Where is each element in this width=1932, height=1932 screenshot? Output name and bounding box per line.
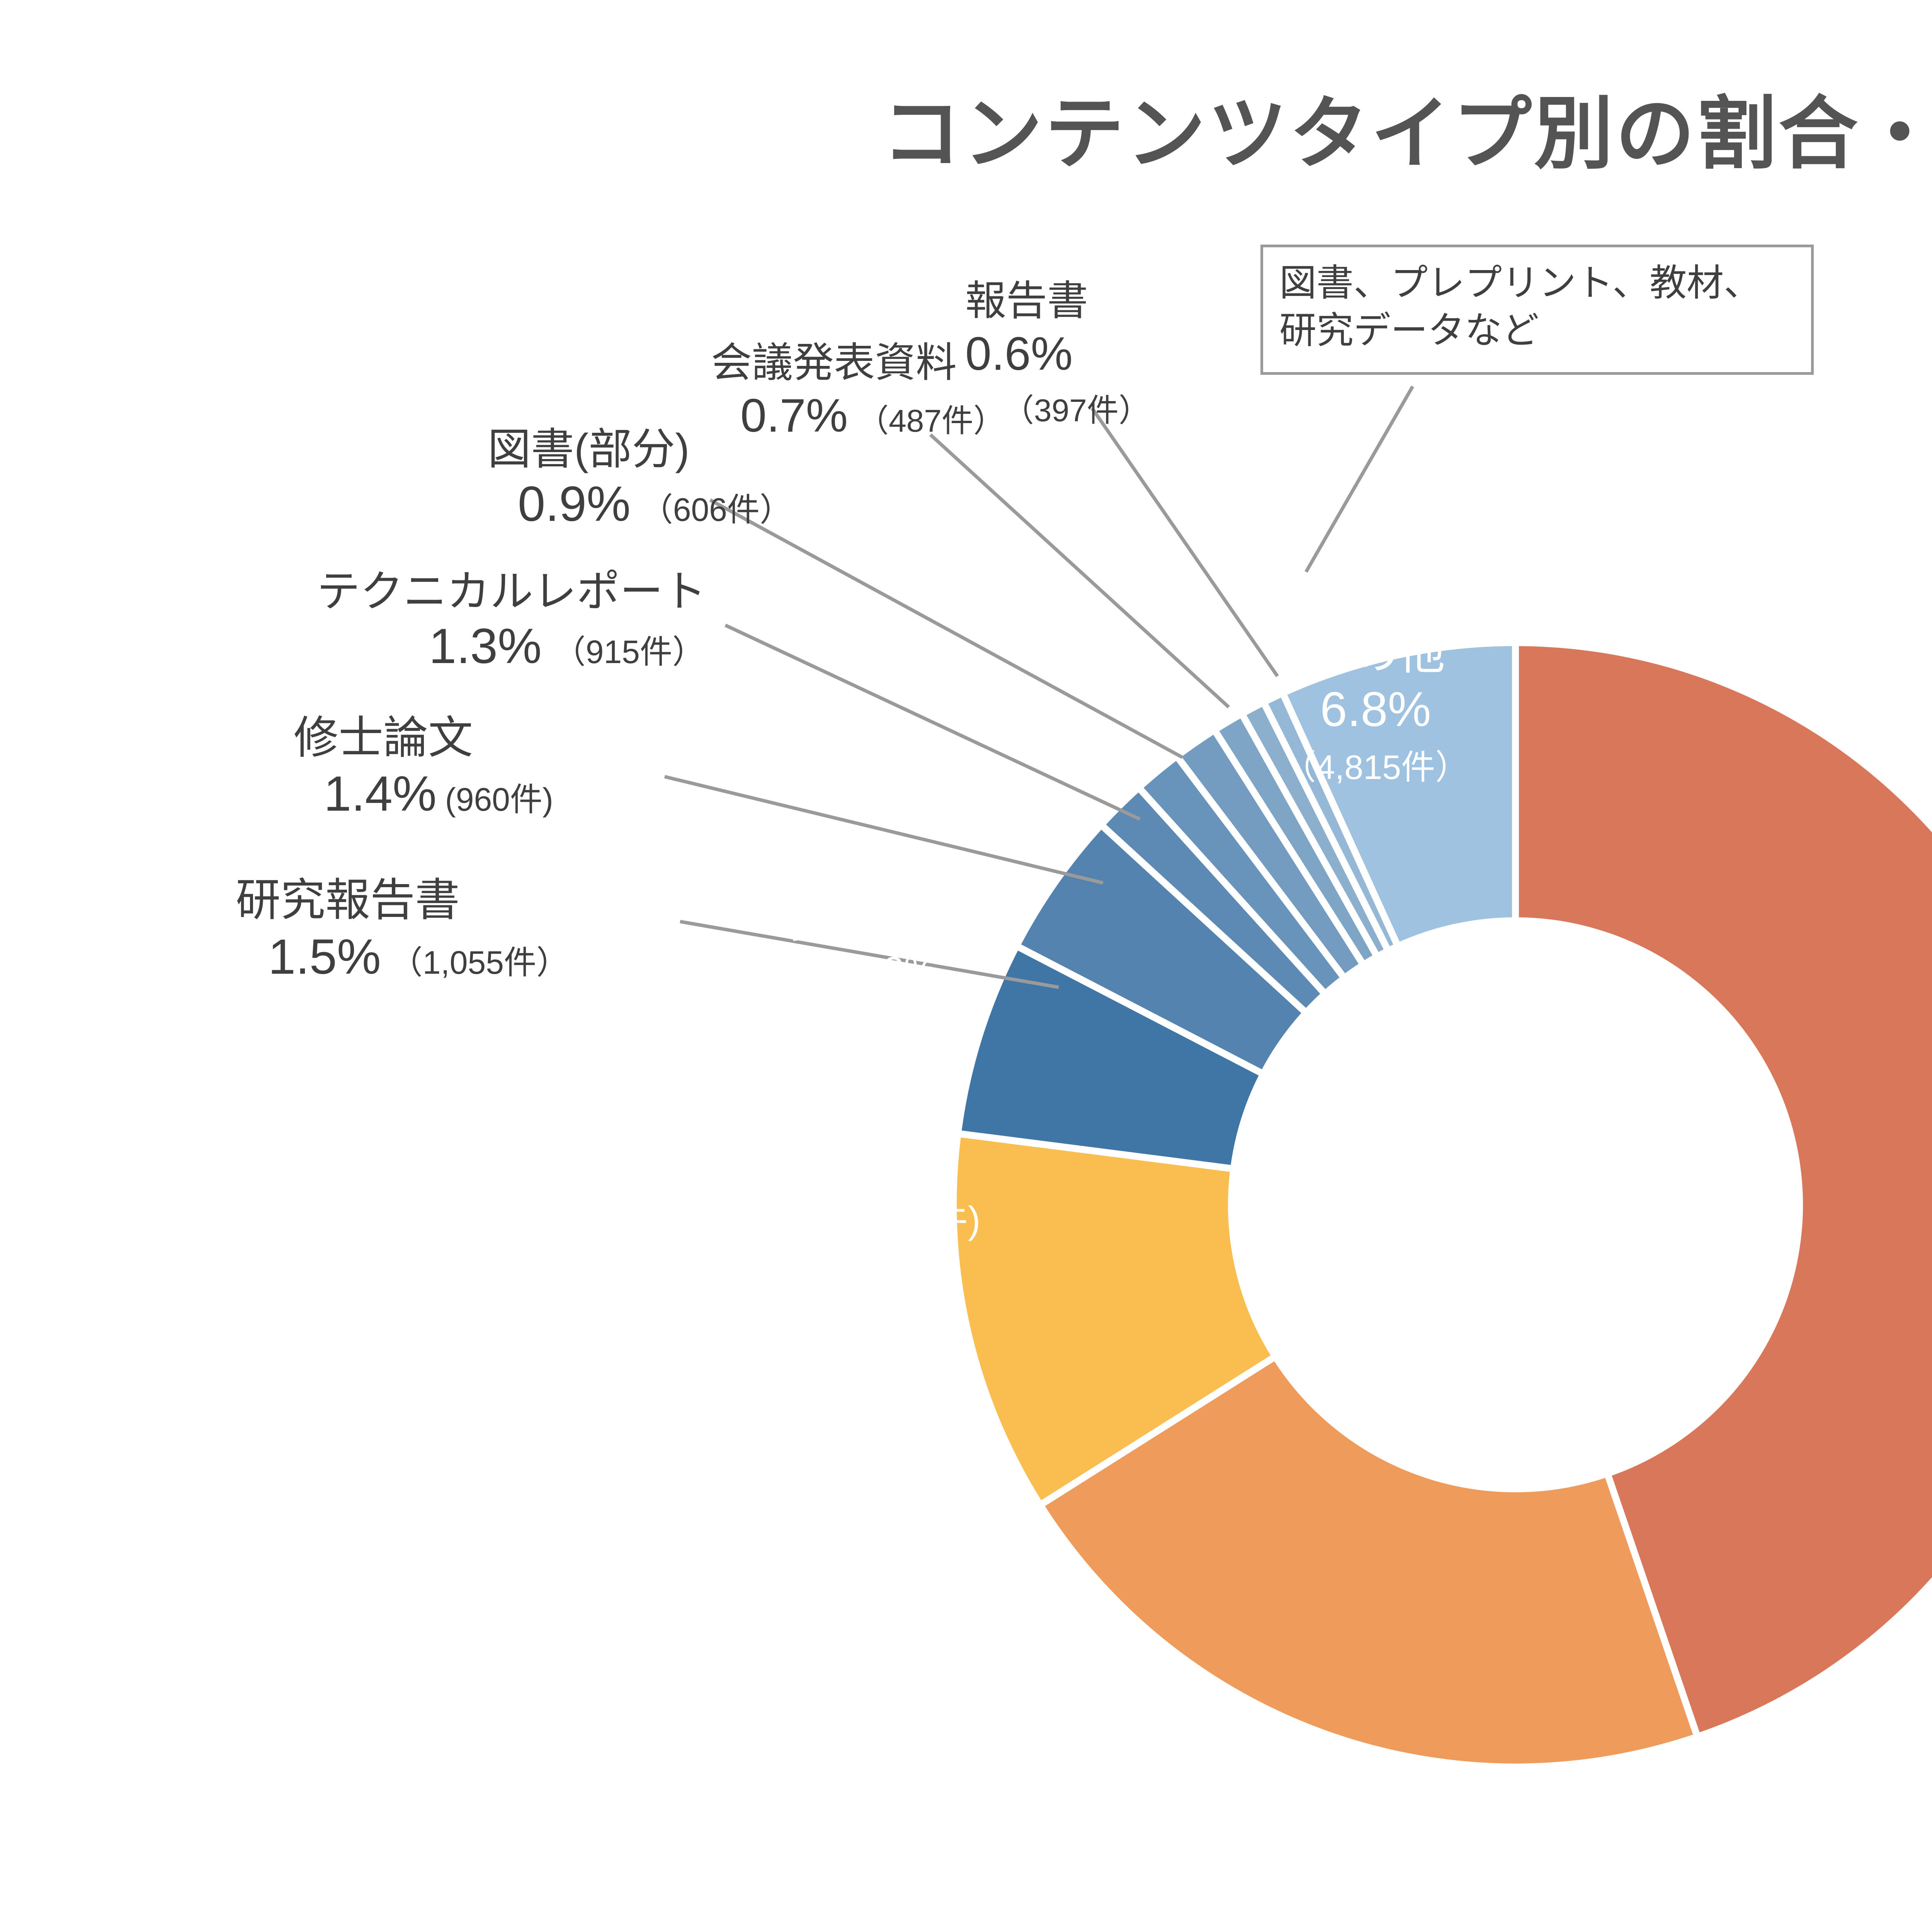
external-label-kenkyu-hokokusho: 研究報告書 1.5% （1,055件） [236,875,569,985]
slice-label-kiji: 記事 5.6%(3,976件) [689,1116,981,1246]
leader-line-kenkyu-hokokusho [680,920,1059,989]
pie-slices [950,639,1932,1770]
leader-line-hokokusho [1090,407,1279,677]
callout-line-2: 研究データなど [1279,310,1539,351]
pie-slice[interactable] [954,942,1267,1172]
external-label-shushi-ronbun: 修士論文 1.4% (960件) [294,713,553,821]
leader-line-shushi-ronbun [664,775,1104,885]
pie-slice[interactable] [1036,1353,1701,1770]
slice-label-hakushi-ronbun: 博士論文 11.0% （7,793件） [671,1445,910,1646]
external-label-tosho-bubun: 図書(部分) 0.9% （606件） [488,425,792,532]
leader-line-callout [1304,385,1414,573]
pie-slice[interactable] [950,1130,1279,1509]
leader-line-technical-report [724,623,1141,821]
chart-title: コンテンツタイプ別の割合・件数 [882,90,1932,178]
external-label-hokokusho: 報告書 0.6% （397件） [965,278,1150,429]
slice-label-sonota: その他 6.8% （4,815件） [1282,627,1469,787]
pie-slice[interactable] [1512,639,1932,1740]
external-label-technical-report: テクニカルレポート 1.3% （915件） [317,567,706,674]
leader-line-kaigi-shiryo [929,433,1230,709]
callout-line-1: 図書、プレプリント、教材、 [1279,262,1761,304]
pie-slice[interactable] [1279,639,1519,950]
leader-lines [664,385,1414,989]
external-label-kaigi-happyo-shiryo: 会議発表資料 0.7% （487件） [711,340,1005,442]
leader-line-tosho-bubun [709,498,1184,759]
slice-label-kaigi-happyo-ronbun: 会議発表論文 4.2% （2,974件） [787,907,1001,1032]
callout-box: 図書、プレプリント、教材、 研究データなど [1260,245,1814,375]
